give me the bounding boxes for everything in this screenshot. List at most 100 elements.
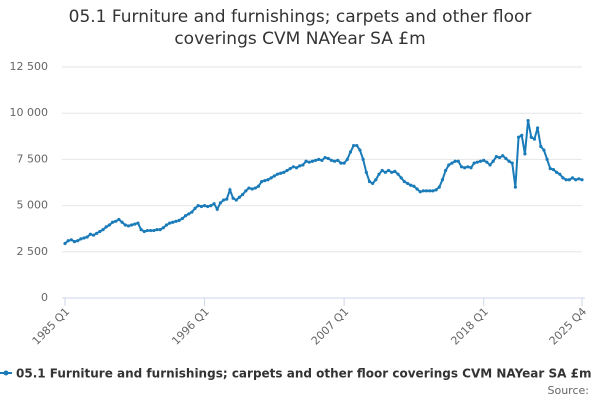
point	[463, 166, 467, 170]
point	[415, 187, 419, 191]
chart-title: 05.1 Furniture and furnishings; carpets …	[68, 7, 532, 49]
point	[237, 195, 242, 199]
point	[294, 166, 299, 170]
point	[104, 225, 108, 229]
point	[472, 161, 476, 165]
point	[149, 228, 153, 233]
point	[361, 157, 365, 161]
y-tick-label: 2 500	[17, 245, 49, 258]
point	[535, 126, 540, 130]
x-tick-label: 2018 Q1	[448, 305, 491, 348]
y-tick-label: 5 000	[17, 199, 49, 212]
point	[183, 214, 188, 218]
point	[558, 172, 562, 176]
point	[323, 155, 327, 160]
point	[218, 201, 223, 205]
point	[453, 159, 457, 163]
point	[301, 163, 305, 167]
point	[228, 188, 232, 192]
point	[507, 159, 511, 163]
point	[393, 169, 397, 174]
point	[510, 161, 514, 165]
point	[101, 228, 105, 232]
point	[76, 239, 80, 243]
point	[456, 159, 460, 163]
point	[396, 172, 400, 176]
point	[98, 229, 102, 234]
point	[567, 178, 571, 182]
point	[272, 174, 276, 178]
x-tick-label: 1985 Q1	[30, 305, 73, 348]
point	[377, 172, 381, 176]
point	[504, 156, 508, 161]
point	[66, 239, 70, 243]
point	[329, 158, 334, 162]
point	[275, 172, 280, 176]
point	[241, 192, 245, 197]
point	[171, 220, 175, 224]
point	[95, 231, 99, 235]
point	[234, 198, 238, 202]
point	[469, 166, 473, 170]
point	[231, 196, 235, 200]
point	[174, 219, 178, 223]
point	[447, 163, 451, 167]
point	[516, 135, 521, 139]
point	[405, 181, 410, 186]
point	[82, 236, 86, 240]
point	[348, 150, 353, 154]
point	[209, 204, 213, 208]
point	[139, 228, 143, 232]
point	[431, 189, 435, 193]
point	[444, 168, 448, 173]
y-tick-label: 12 500	[10, 60, 49, 73]
x-tick-label: 1996 Q1	[169, 305, 212, 348]
point	[380, 168, 384, 173]
point	[136, 221, 140, 225]
point	[529, 135, 533, 139]
point	[561, 176, 565, 180]
point	[285, 168, 289, 173]
point	[260, 179, 264, 184]
point	[180, 216, 184, 221]
point	[336, 158, 340, 162]
point	[386, 168, 391, 173]
point	[304, 159, 308, 163]
point	[491, 159, 495, 163]
point	[526, 118, 530, 123]
point	[123, 223, 127, 227]
point	[412, 184, 416, 188]
line	[64, 120, 583, 245]
point	[352, 143, 356, 148]
point	[574, 178, 578, 182]
point	[364, 170, 368, 174]
point	[114, 219, 118, 223]
point	[117, 217, 121, 222]
y-tick-label: 0	[41, 291, 48, 304]
point	[193, 206, 197, 210]
point	[440, 178, 445, 182]
point	[152, 228, 156, 233]
point	[501, 154, 505, 158]
point	[326, 156, 330, 161]
source: Source:	[548, 384, 590, 397]
point	[256, 184, 261, 188]
point	[424, 189, 429, 193]
point	[409, 183, 413, 187]
point	[187, 212, 191, 216]
point	[206, 204, 210, 209]
y-tick-label: 7 500	[17, 152, 49, 165]
point	[437, 185, 441, 189]
point	[580, 178, 584, 182]
point	[355, 143, 359, 148]
point	[450, 161, 454, 165]
point	[110, 220, 115, 224]
point	[358, 148, 362, 152]
point	[120, 220, 124, 224]
point	[177, 218, 181, 222]
point	[130, 223, 134, 227]
point	[367, 179, 372, 184]
x-tick-label: 2007 Q1	[309, 305, 352, 348]
